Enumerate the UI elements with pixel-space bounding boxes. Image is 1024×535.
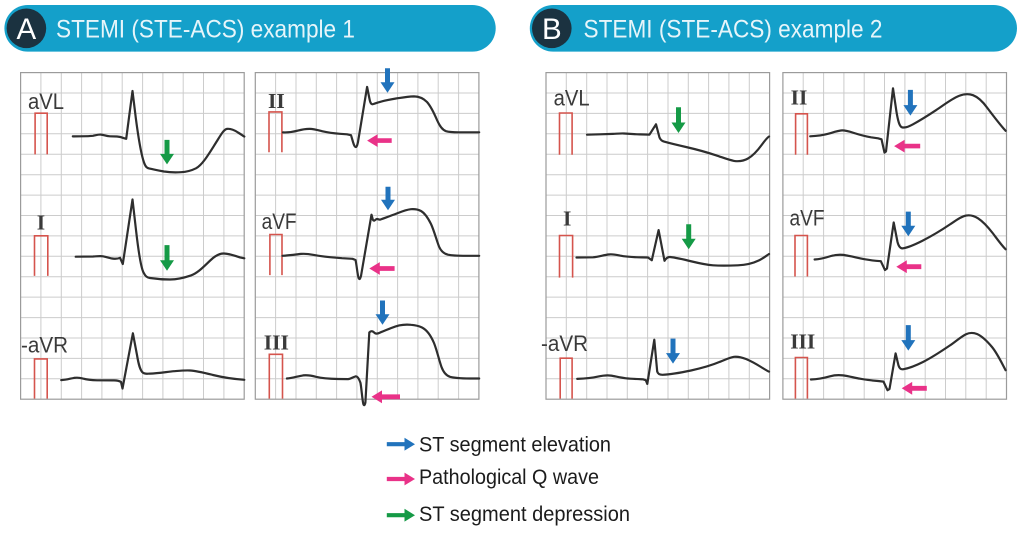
svg-text:ST segment elevation: ST segment elevation: [419, 434, 611, 457]
svg-text:III: III: [264, 330, 289, 354]
svg-text:I: I: [563, 206, 571, 230]
svg-text:aVF: aVF: [262, 209, 297, 234]
svg-text:III: III: [790, 329, 815, 353]
svg-text:ST segment depression: ST segment depression: [419, 503, 630, 526]
svg-text:STEMI (STE-ACS) example 2: STEMI (STE-ACS) example 2: [584, 15, 883, 43]
svg-text:A: A: [17, 13, 37, 46]
svg-text:aVL: aVL: [554, 85, 590, 110]
svg-text:aVL: aVL: [28, 89, 64, 114]
svg-text:Pathological Q wave: Pathological Q wave: [419, 466, 599, 489]
svg-text:I: I: [37, 211, 45, 235]
svg-text:B: B: [542, 13, 562, 46]
svg-text:STEMI (STE-ACS) example 1: STEMI (STE-ACS) example 1: [56, 15, 355, 43]
svg-text:aVF: aVF: [790, 206, 825, 231]
svg-text:II: II: [791, 86, 808, 110]
svg-text:-aVR: -aVR: [21, 333, 68, 358]
svg-text:II: II: [268, 89, 285, 113]
svg-text:-aVR: -aVR: [541, 331, 588, 356]
